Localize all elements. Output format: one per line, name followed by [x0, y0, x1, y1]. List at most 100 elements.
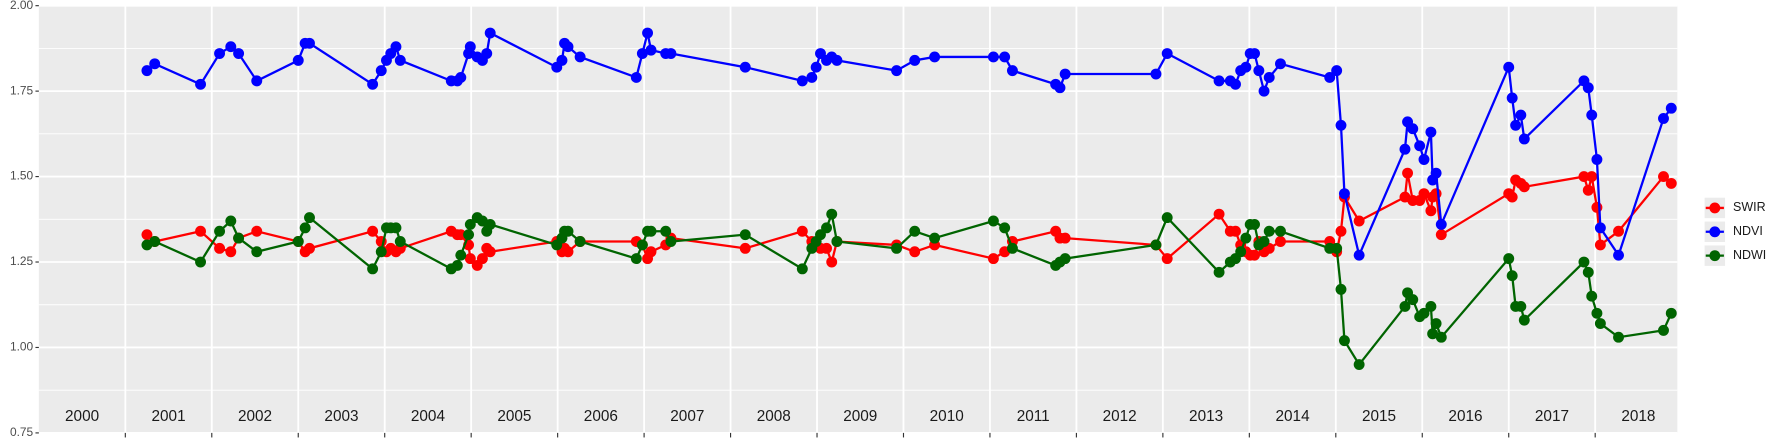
data-point [251, 225, 263, 237]
data-point [796, 263, 808, 275]
data-point [987, 215, 999, 227]
data-point [1338, 335, 1350, 347]
data-point [1353, 359, 1365, 371]
data-point [1335, 283, 1347, 295]
data-point [806, 72, 818, 83]
data-point [375, 65, 387, 77]
data-point [1591, 154, 1603, 165]
data-point [630, 253, 642, 265]
data-point [1240, 61, 1252, 73]
data-point [1503, 61, 1515, 73]
data-point [141, 229, 153, 241]
x-band-label: 2007 [670, 408, 704, 425]
data-point [251, 246, 263, 258]
legend-marker [1709, 250, 1721, 262]
data-point [556, 54, 568, 66]
x-band-label: 2002 [238, 408, 272, 425]
data-point [630, 72, 642, 83]
data-point [455, 229, 467, 241]
data-point [1059, 68, 1071, 80]
legend-marker [1709, 226, 1721, 238]
data-point [225, 246, 237, 258]
data-point [1054, 82, 1066, 94]
data-point [1213, 75, 1225, 87]
data-point [484, 218, 496, 230]
y-tick-label: 1.50 [10, 169, 34, 183]
data-point [1435, 218, 1447, 230]
data-point [1518, 181, 1530, 193]
data-point [367, 225, 379, 237]
data-point [1407, 123, 1419, 135]
data-point [1665, 307, 1677, 319]
data-point [1324, 72, 1336, 83]
x-band-label: 2017 [1535, 408, 1569, 425]
data-point [195, 225, 206, 237]
data-point [394, 54, 406, 66]
data-point [660, 225, 672, 237]
y-tick-label: 1.25 [10, 254, 34, 268]
data-point [195, 256, 206, 268]
data-point [645, 225, 657, 237]
data-point [1418, 307, 1430, 319]
data-point [214, 48, 226, 59]
x-band-label: 2001 [151, 408, 185, 425]
data-point [1427, 328, 1439, 340]
data-point [195, 78, 206, 90]
data-point [1594, 239, 1606, 251]
data-point [451, 259, 463, 271]
data-point [796, 225, 808, 237]
data-point [1263, 72, 1275, 83]
data-point [1213, 266, 1225, 278]
data-point [831, 54, 843, 66]
x-band-label: 2015 [1362, 408, 1396, 425]
data-point [1586, 290, 1598, 302]
data-point [1582, 82, 1594, 94]
data-point [1331, 65, 1343, 77]
data-point [1510, 119, 1522, 131]
data-point [455, 72, 467, 83]
data-point [304, 242, 315, 254]
data-point [929, 51, 941, 63]
data-point [999, 51, 1011, 63]
x-band-label: 2008 [757, 408, 791, 425]
data-point [909, 225, 921, 237]
x-band-label: 2006 [584, 408, 618, 425]
data-point [1006, 242, 1018, 254]
data-point [149, 58, 161, 70]
data-point [1425, 300, 1437, 312]
data-point [826, 208, 838, 220]
y-tick-label: 1.00 [10, 340, 34, 354]
legend-label: NDWI [1733, 248, 1766, 262]
data-point [394, 236, 406, 247]
data-point [1150, 68, 1162, 80]
data-point [645, 44, 657, 56]
data-point [1594, 318, 1606, 329]
data-point [1059, 232, 1071, 244]
data-point [214, 225, 226, 237]
data-point [484, 27, 496, 39]
data-point [1582, 266, 1594, 278]
data-point [1161, 212, 1173, 224]
data-point [891, 242, 903, 254]
data-point [1503, 253, 1515, 265]
data-point [636, 48, 648, 59]
data-point [1518, 314, 1530, 326]
data-point [1249, 249, 1260, 261]
data-point [1338, 188, 1350, 200]
data-point [1418, 154, 1430, 165]
x-band-label: 2013 [1189, 408, 1223, 425]
data-point [1006, 65, 1018, 77]
data-point [464, 218, 476, 230]
data-point [1613, 225, 1624, 237]
data-point [463, 229, 475, 241]
data-point [987, 253, 999, 265]
data-point [739, 61, 751, 73]
data-point [1150, 239, 1162, 251]
x-band-label: 2016 [1448, 408, 1482, 425]
x-band-label: 2005 [497, 408, 531, 425]
data-point [909, 54, 921, 66]
data-point [1275, 225, 1286, 237]
data-point [987, 51, 999, 63]
data-point [1059, 253, 1071, 265]
data-point [304, 212, 315, 224]
